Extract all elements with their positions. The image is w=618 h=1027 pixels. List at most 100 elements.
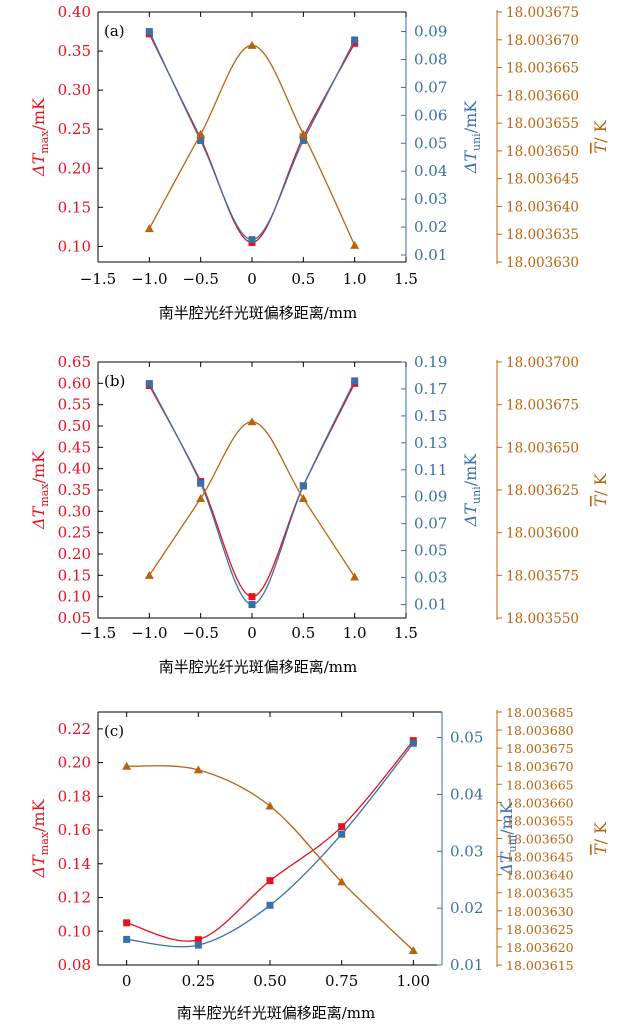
data-point-uni: [266, 901, 274, 909]
left-tick-label: 0.35: [58, 42, 91, 60]
right-tick-label: 0.09: [414, 23, 447, 41]
data-point-uni: [351, 36, 359, 44]
left-tick-label: 0.12: [58, 889, 91, 907]
left-tick-label: 0.08: [58, 956, 91, 974]
x-tick-label: 1.5: [394, 624, 418, 642]
right-axis-title-sub: uni: [506, 834, 519, 852]
x-tick-label: 0: [122, 972, 132, 990]
data-point-max: [123, 919, 131, 927]
far-right-tick-label: 18.003630: [506, 904, 574, 919]
data-point-uni: [194, 941, 202, 949]
data-point-mean-temp: [144, 570, 154, 579]
far-right-tick-label: 18.003670: [506, 33, 579, 49]
far-right-tick-label: 18.003650: [506, 440, 579, 456]
data-point-uni: [299, 482, 307, 490]
far-right-axis-title-main: T: [591, 843, 610, 855]
left-axis-title-main: ΔT: [29, 152, 48, 177]
right-tick-label: 0.08: [414, 50, 447, 68]
right-tick-label: 0.05: [450, 729, 483, 747]
left-tick-label: 0.60: [58, 374, 91, 392]
right-tick-label: 0.09: [414, 488, 447, 506]
right-tick-label: 0.03: [450, 842, 483, 860]
far-right-tick-label: 18.003650: [506, 832, 574, 847]
far-right-axis-title: T/ K: [591, 119, 610, 153]
data-point-uni: [248, 601, 256, 609]
far-right-axis-title-unit: / K: [591, 119, 610, 142]
data-point-uni: [338, 830, 346, 838]
data-point-mean-temp: [144, 224, 154, 233]
right-tick-label: 0.19: [414, 353, 447, 371]
right-axis-title-unit: /mK: [497, 801, 516, 835]
data-point-mean-temp: [193, 765, 203, 774]
far-right-tick-label: 18.003685: [506, 705, 574, 720]
series-line-mean-temp: [148, 44, 356, 246]
left-tick-label: 0.20: [58, 754, 91, 772]
far-right-tick-label: 18.003665: [506, 777, 574, 792]
panel-label: (a): [104, 22, 125, 40]
left-tick-label: 0.14: [58, 855, 91, 873]
far-right-axis-title-unit: / K: [591, 472, 610, 495]
far-right-tick-label: 18.003620: [506, 940, 574, 955]
left-tick-label: 0.15: [58, 198, 91, 216]
left-tick-label: 0.16: [58, 821, 91, 839]
series-line-uni: [148, 380, 356, 606]
far-right-tick-label: 18.003575: [506, 568, 579, 584]
far-right-axis-title-main: T: [591, 142, 610, 154]
data-point-mean-temp: [350, 572, 360, 581]
far-right-tick-label: 18.003670: [506, 759, 574, 774]
left-axis-title-unit: /mK: [29, 450, 48, 484]
right-axis-title: ΔTuni/mK: [461, 100, 483, 174]
series-line-max: [148, 383, 356, 598]
x-tick-label: 0.75: [325, 972, 358, 990]
data-point-uni: [145, 28, 153, 36]
right-tick-label: 0.13: [414, 434, 447, 452]
right-tick-label: 0.11: [414, 461, 447, 479]
right-tick-label: 0.03: [414, 190, 447, 208]
left-tick-label: 0.20: [58, 159, 91, 177]
left-tick-label: 0.40: [58, 460, 91, 478]
chart-panel-1: −1.5 −1.0 −0.5 0 0.5 1.0 1.5 0.10 0.15 0.20 0.25 0.…: [29, 3, 610, 322]
x-tick-label: 1.0: [343, 624, 367, 642]
right-tick-label: 0.05: [414, 542, 447, 560]
left-axis-title-main: ΔT: [29, 505, 48, 530]
far-right-axis-title: T/ K: [591, 472, 610, 506]
data-point-uni: [351, 377, 359, 385]
x-tick-label: 0.5: [291, 270, 315, 288]
left-tick-label: 0.40: [58, 3, 91, 21]
far-right-tick-label: 18.003635: [506, 227, 579, 243]
data-point-uni: [299, 136, 307, 144]
data-point-uni: [197, 136, 205, 144]
right-tick-label: 0.05: [414, 134, 447, 152]
far-right-tick-label: 18.003550: [506, 611, 579, 627]
far-right-tick-label: 18.003645: [506, 172, 579, 188]
right-tick-label: 0.01: [450, 956, 483, 974]
right-axis-title-main: ΔT: [497, 851, 516, 876]
right-tick-label: 0.15: [414, 407, 447, 425]
data-point-uni: [248, 236, 256, 244]
left-tick-label: 0.30: [58, 81, 91, 99]
left-axis-title-main: ΔT: [29, 854, 48, 879]
far-right-tick-label: 18.003660: [506, 88, 579, 104]
left-tick-label: 0.65: [58, 353, 91, 371]
left-tick-label: 0.05: [58, 609, 91, 627]
right-axis-title: ΔTuni/mK: [461, 453, 483, 527]
left-tick-label: 0.35: [58, 481, 91, 499]
left-axis-title: ΔTmax/mK: [29, 798, 51, 878]
left-tick-label: 0.10: [58, 588, 91, 606]
chart-panel-3: 0 0.25 0.50 0.75 1.00 0.08 0.10 0.12 0.14 0.16 0.1…: [29, 705, 610, 1022]
left-tick-label: 0.18: [58, 787, 91, 805]
x-axis-title: 南半腔光纤光斑偏移距离/mm: [159, 304, 358, 322]
right-axis-title-sub: uni: [470, 133, 483, 151]
data-point-mean-temp: [408, 946, 418, 955]
x-tick-label: 0: [247, 624, 257, 642]
left-axis-title-sub: max: [38, 130, 51, 154]
x-axis-title: 南半腔光纤光斑偏移距离/mm: [159, 658, 358, 676]
data-point-uni: [197, 479, 205, 487]
x-tick-label: −1.5: [80, 270, 116, 288]
chart-panel-2: −1.5 −1.0 −0.5 0 0.5 1.0 1.5 0.05 0.10 0.15 0.20 0.…: [29, 353, 610, 676]
left-tick-label: 0.25: [58, 524, 91, 542]
far-right-tick-label: 18.003645: [506, 850, 574, 865]
far-right-tick-label: 18.003615: [506, 958, 574, 973]
right-tick-label: 0.07: [414, 515, 447, 533]
